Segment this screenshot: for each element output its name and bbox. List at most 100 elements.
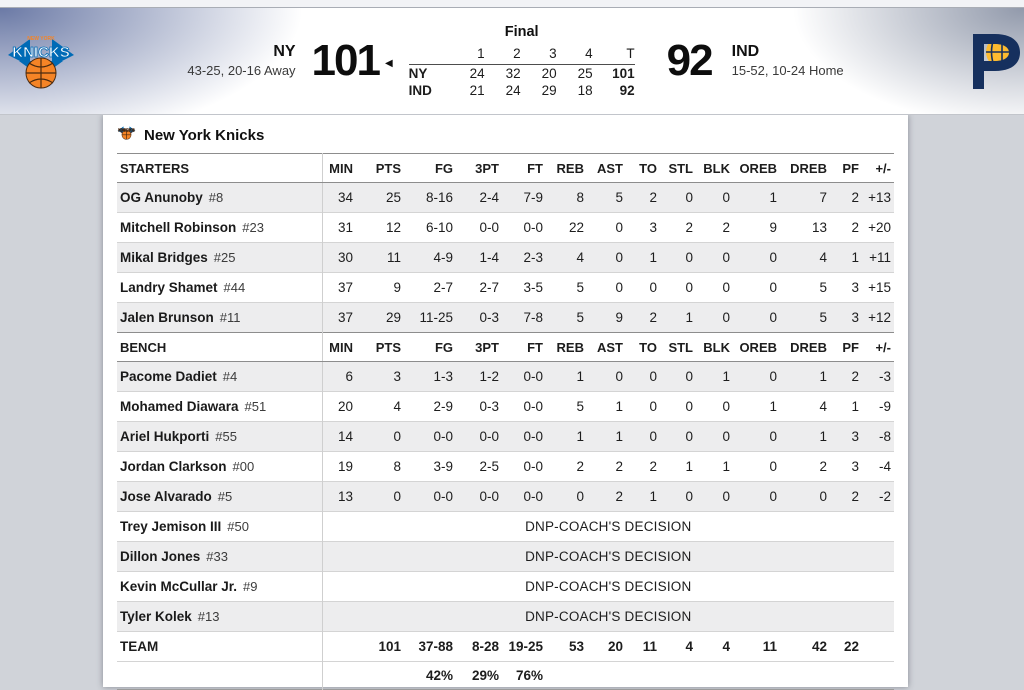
column-header: TO bbox=[626, 332, 660, 362]
stat-cell: 3 bbox=[649, 220, 657, 235]
stat-cell: 7-9 bbox=[523, 190, 543, 205]
stat-cell: 5 bbox=[819, 310, 827, 325]
stat-cell: 0-0 bbox=[433, 489, 453, 504]
stat-cell: 11 bbox=[386, 250, 401, 265]
pacers-logo-icon bbox=[964, 31, 1024, 91]
column-header: 3PT bbox=[456, 153, 502, 183]
player-number: #11 bbox=[219, 310, 241, 325]
player-row: Mitchell Robinson #23 31 12 6-10 0-0 0-0 22 0 3 2 2… bbox=[117, 212, 894, 243]
stat-cell bbox=[696, 662, 733, 690]
stat-cell: 1 bbox=[769, 399, 777, 414]
game-status: Final bbox=[504, 23, 539, 40]
stat-cell: 4 bbox=[685, 639, 693, 654]
stat-cell bbox=[862, 662, 894, 690]
stat-cell: 0 bbox=[722, 310, 730, 325]
stat-cell: 5 bbox=[576, 399, 584, 414]
stat-cell: 4 bbox=[393, 399, 401, 414]
stat-cell: 4 bbox=[722, 639, 730, 654]
svg-text:KNICKS: KNICKS bbox=[12, 44, 70, 61]
stat-cell: 19-25 bbox=[508, 639, 543, 654]
stat-cell: 101 bbox=[378, 639, 401, 654]
player-row-dnp: Tyler Kolek #13 DNP-COACH'S DECISION bbox=[117, 601, 894, 632]
stat-cell: -3 bbox=[878, 369, 891, 384]
stat-cell bbox=[587, 662, 626, 690]
stat-cell: 2 bbox=[685, 220, 693, 235]
player-number: #25 bbox=[213, 250, 236, 265]
stat-cell: 22 bbox=[568, 220, 584, 235]
stat-cell: 0 bbox=[685, 250, 693, 265]
stat-cell: 5 bbox=[576, 310, 584, 325]
stat-cell: 0 bbox=[722, 429, 730, 444]
stat-cell: 29% bbox=[471, 668, 499, 683]
stat-cell: 0 bbox=[819, 489, 827, 504]
stat-cell: 0 bbox=[722, 280, 730, 295]
stat-cell bbox=[322, 632, 356, 662]
stat-cell: 4 bbox=[576, 250, 584, 265]
stat-cell: 1-3 bbox=[433, 369, 453, 384]
window-top-strip bbox=[0, 0, 1024, 8]
home-team-abbr: IND bbox=[731, 43, 760, 61]
stat-cell: 3 bbox=[851, 280, 859, 295]
player-row: Landry Shamet #44 37 9 2-7 2-7 3-5 5 0 0 0 0 0 5 3 +15 bbox=[117, 272, 894, 303]
stat-cell: 0 bbox=[649, 280, 657, 295]
column-header: +/- bbox=[862, 153, 894, 183]
stat-cell: 2-7 bbox=[479, 280, 499, 295]
stat-cell: 0 bbox=[722, 250, 730, 265]
stat-cell: 1 bbox=[819, 429, 827, 444]
player-row: Jordan Clarkson #00 19 8 3-9 2-5 0-0 2 2 2 1 1 0 2 3 -4 bbox=[117, 451, 894, 482]
player-name: Mitchell Robinson bbox=[120, 220, 237, 235]
stat-cell: 1 bbox=[576, 369, 584, 384]
stat-cell: 6 bbox=[345, 369, 353, 384]
team-name: New York Knicks bbox=[144, 126, 265, 144]
stat-cell: 0 bbox=[769, 310, 777, 325]
away-team-meta: NY 43-25, 20-16 Away bbox=[187, 42, 295, 79]
stat-cell bbox=[546, 662, 587, 690]
stat-cell: 2-9 bbox=[433, 399, 453, 414]
column-header: FG bbox=[404, 332, 456, 362]
column-header: MIN bbox=[322, 332, 356, 362]
stat-cell: 0 bbox=[722, 489, 730, 504]
stat-cell: 9 bbox=[615, 310, 623, 325]
stat-cell: 0-0 bbox=[523, 429, 543, 444]
dnp-note: DNP-COACH'S DECISION bbox=[525, 579, 692, 594]
column-header: REB bbox=[546, 153, 587, 183]
stat-cell: 1 bbox=[851, 399, 859, 414]
stat-cell: 13 bbox=[337, 489, 353, 504]
linescore-row-away: NY 24 32 20 25 101 bbox=[408, 65, 635, 81]
player-row-dnp: Trey Jemison III #50 DNP-COACH'S DECISION bbox=[117, 511, 894, 542]
totals-label: TEAM bbox=[117, 631, 323, 662]
stat-cell: 8 bbox=[576, 190, 584, 205]
stat-cell: -2 bbox=[878, 489, 891, 504]
stat-cell: 0 bbox=[722, 190, 730, 205]
column-header: AST bbox=[587, 332, 626, 362]
stat-cell: 0 bbox=[685, 190, 693, 205]
away-team-score: 101 bbox=[311, 36, 381, 85]
stat-cell: 0 bbox=[685, 399, 693, 414]
stat-cell: 0-0 bbox=[433, 429, 453, 444]
player-name: Kevin McCullar Jr. bbox=[120, 579, 238, 594]
linescore-table: 1 2 3 4 T NY 24 32 20 25 101 IND bbox=[408, 44, 635, 99]
knicks-logo-icon: NEW YORK KNICKS bbox=[7, 30, 75, 93]
column-header: DREB bbox=[780, 153, 830, 183]
player-number: #4 bbox=[222, 369, 238, 384]
section-label: STARTERS bbox=[117, 153, 323, 183]
stat-cell: +13 bbox=[868, 190, 891, 205]
player-number: #33 bbox=[206, 549, 228, 564]
player-number: #50 bbox=[227, 519, 249, 534]
column-header: AST bbox=[587, 153, 626, 183]
stat-cell: 1-4 bbox=[479, 250, 499, 265]
stat-cell: 0 bbox=[649, 429, 657, 444]
stat-cell: 34 bbox=[337, 190, 353, 205]
stat-cell: 0 bbox=[615, 369, 623, 384]
player-number: #13 bbox=[197, 609, 220, 624]
stat-cell: 3 bbox=[851, 310, 859, 325]
stat-cell: 0 bbox=[685, 429, 693, 444]
player-name: Jose Alvarado bbox=[120, 489, 212, 504]
stat-cell: 37 bbox=[337, 310, 353, 325]
stat-cell: 11 bbox=[762, 639, 777, 654]
player-name: Trey Jemison III bbox=[120, 519, 222, 534]
shooting-pct-row: 42% 29% 76% bbox=[117, 661, 894, 690]
column-header: MIN bbox=[322, 153, 356, 183]
stat-cell: 29 bbox=[385, 310, 401, 325]
page-background: KNICKS New York Knicks STARTERS MIN PTS FG 3… bbox=[0, 115, 1024, 690]
